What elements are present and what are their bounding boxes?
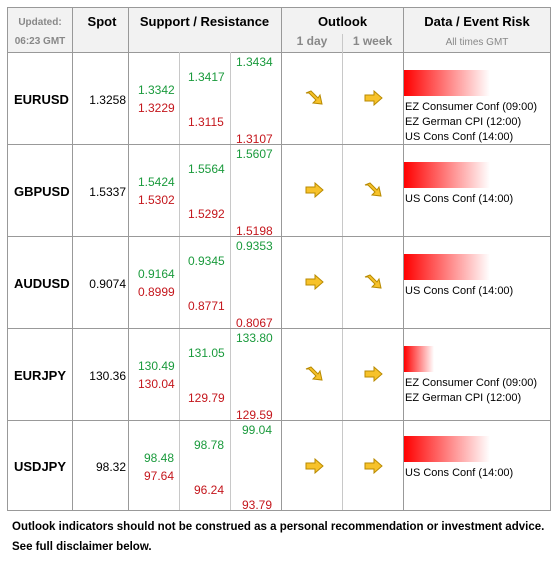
support-green: 0.9164 [138, 267, 175, 281]
support-red: 1.3229 [138, 101, 175, 115]
mid-red: 1.5292 [188, 207, 225, 221]
row-divider [8, 144, 550, 145]
spot-header: Spot [87, 14, 117, 29]
data-event-risk-header: Data / Event Risk [424, 14, 530, 29]
disclaimer-line-1: Outlook indicators should not be constru… [12, 521, 545, 533]
mid-red: 1.3115 [188, 115, 224, 129]
table-header: Updated: 06:23 GMT Spot Support / Resist… [8, 8, 550, 53]
support-red: 97.64 [144, 469, 175, 483]
col-divider [72, 8, 73, 510]
event-item: US Cons Conf (14:00) [405, 193, 514, 205]
mid-green: 0.9345 [188, 254, 225, 268]
support-red: 130.04 [138, 377, 175, 391]
outer-red: 129.59 [236, 408, 273, 422]
outer-green: 1.3434 [236, 55, 273, 69]
updated-time: 06:23 GMT [14, 36, 66, 47]
pair-label: GBPUSD [14, 184, 70, 199]
all-times-note: All times GMT [445, 37, 509, 48]
row-divider [8, 236, 550, 237]
event-item: US Cons Conf (14:00) [405, 131, 514, 143]
spot-value: 0.9074 [89, 277, 126, 291]
event-item: EZ Consumer Conf (09:00) [405, 101, 538, 113]
risk-bar [404, 436, 490, 462]
forex-table: Updated: 06:23 GMT Spot Support / Resist… [7, 7, 551, 512]
outer-red: 0.8067 [236, 316, 273, 330]
col-divider [342, 34, 343, 510]
outer-green: 0.9353 [236, 239, 273, 253]
arrow-right-icon [305, 458, 324, 474]
support-green: 1.3342 [138, 83, 175, 97]
spot-value: 98.32 [95, 460, 126, 474]
support-resistance-header: Support / Resistance [139, 14, 270, 29]
row-divider [8, 328, 550, 329]
pair-label: USDJPY [14, 459, 67, 474]
mid-green: 1.3417 [188, 70, 225, 84]
col-divider [281, 8, 282, 510]
pair-label: EURJPY [14, 368, 67, 383]
mid-red: 129.79 [188, 391, 225, 405]
arrow-right-icon [305, 182, 324, 198]
event-item: EZ German CPI (12:00) [405, 116, 522, 128]
arrow-right-icon [364, 366, 383, 382]
risk-bar [404, 162, 490, 188]
risk-bar [404, 254, 490, 280]
mid-red: 0.8771 [188, 299, 225, 313]
col-divider [128, 8, 129, 510]
outlook-1day: 1 day [296, 34, 328, 48]
outer-green: 99.04 [242, 423, 273, 437]
outer-green: 133.80 [236, 331, 273, 345]
col-divider [403, 8, 404, 510]
event-item: EZ Consumer Conf (09:00) [405, 377, 538, 389]
support-green: 130.49 [138, 359, 175, 373]
arrow-right-icon [305, 274, 324, 290]
event-item: EZ German CPI (12:00) [405, 392, 522, 404]
event-item: US Cons Conf (14:00) [405, 285, 514, 297]
outer-red: 93.79 [242, 498, 273, 512]
updated-label: Updated: [18, 17, 62, 28]
outlook-header: Outlook [317, 14, 368, 29]
risk-bar [404, 346, 434, 372]
outer-green: 1.5607 [236, 147, 273, 161]
col-divider [179, 52, 180, 510]
col-divider [230, 52, 231, 510]
event-item: US Cons Conf (14:00) [405, 467, 514, 479]
spot-value: 1.3258 [89, 93, 126, 107]
mid-green: 98.78 [194, 438, 225, 452]
arrow-down-right-icon [305, 366, 323, 381]
mid-red: 96.24 [194, 483, 225, 497]
row-divider [8, 420, 550, 421]
arrow-right-icon [364, 458, 383, 474]
risk-bar [404, 70, 490, 96]
support-red: 0.8999 [138, 285, 175, 299]
arrow-down-right-icon [305, 90, 323, 105]
pair-label: AUDUSD [14, 276, 70, 291]
arrow-right-icon [364, 90, 383, 106]
support-green: 1.5424 [138, 175, 175, 189]
spot-value: 1.5337 [89, 185, 126, 199]
mid-green: 131.05 [188, 346, 225, 360]
mid-green: 1.5564 [188, 162, 225, 176]
disclaimer-line-2: See full disclaimer below. [12, 541, 152, 553]
arrow-down-right-icon [364, 182, 382, 197]
support-red: 1.5302 [138, 193, 175, 207]
outlook-1week: 1 week [352, 34, 393, 48]
pair-label: EURUSD [14, 92, 69, 107]
outer-red: 1.5198 [236, 224, 273, 238]
arrow-down-right-icon [364, 274, 382, 289]
outer-red: 1.3107 [236, 132, 273, 146]
spot-value: 130.36 [89, 369, 126, 383]
support-green: 98.48 [144, 451, 175, 465]
